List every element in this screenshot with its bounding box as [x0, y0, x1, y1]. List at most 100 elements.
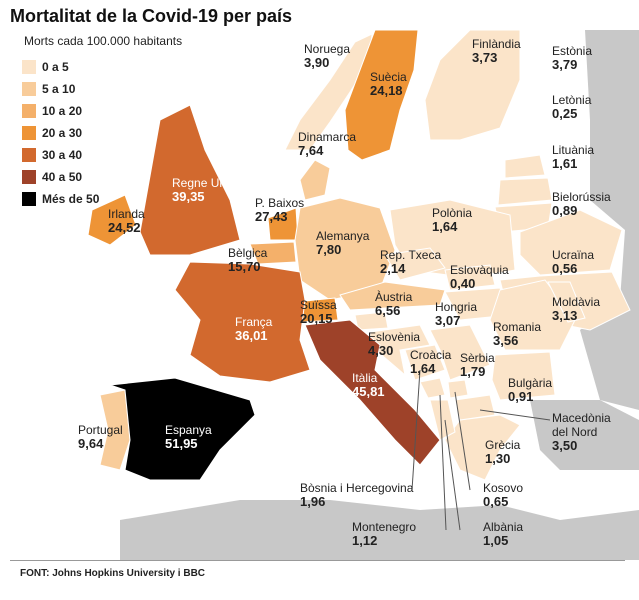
legend: 0 a 5 5 a 10 10 a 20 20 a 30 30 a 40 40 a 50 M…: [22, 56, 99, 210]
country-value: 1,05: [483, 533, 509, 548]
country-name: Grècia: [485, 438, 521, 452]
legend-swatch: [22, 82, 36, 96]
country-value: 36,01: [235, 328, 268, 343]
country-name: Espanya: [165, 423, 212, 437]
country-value: 0,40: [450, 276, 476, 291]
country: [139, 104, 241, 256]
country: [447, 379, 469, 399]
country-label: Noruega 3,90: [304, 42, 350, 70]
country-label: Rep. Txeca 2,14: [380, 248, 441, 276]
legend-entry: 5 a 10: [22, 78, 99, 100]
legend-label: 20 a 30: [42, 126, 83, 140]
country: [404, 344, 446, 381]
country-label: França 36,01: [235, 315, 272, 343]
country: [249, 241, 297, 265]
country-value: 1,30: [485, 451, 511, 466]
country-name: Ucraïna: [552, 248, 595, 262]
country-name: Sèrbia: [460, 351, 495, 365]
country: [454, 394, 496, 421]
country-name: Bielorússia: [552, 190, 611, 204]
country-value: 0,91: [508, 389, 534, 404]
country-label: Ucraïna 0,56: [552, 248, 594, 276]
country-value: 1,12: [352, 533, 378, 548]
country-label: Itàlia 45,81: [352, 371, 385, 399]
country-label: Moldàvia 3,13: [552, 295, 600, 323]
country: [444, 264, 496, 291]
leader-line: [454, 391, 471, 491]
country-name: Moldàvia: [552, 295, 601, 309]
country: [429, 324, 491, 381]
country-name: Noruega: [304, 42, 351, 56]
country-value: 1,96: [300, 494, 326, 509]
country-label: Eslovàquia 0,40: [450, 263, 509, 291]
country: [384, 247, 446, 281]
country-value: 3,73: [472, 50, 498, 65]
country-name: Rep. Txeca: [380, 248, 442, 262]
country-name: Alemanya: [316, 229, 370, 243]
country-name: Bèlgica: [228, 246, 268, 260]
leader-line: [444, 419, 461, 531]
legend-entry: Més de 50: [22, 188, 99, 210]
country-value: 9,64: [78, 436, 104, 451]
legend-swatch: [22, 192, 36, 206]
country-name: Bòsnia i Hercegovina: [300, 481, 414, 495]
country-label: Letònia 0,25: [552, 93, 591, 121]
country-value: 7,64: [298, 143, 324, 158]
country-value: 24,52: [108, 220, 141, 235]
country-label: P. Baixos 27,43: [255, 196, 304, 224]
country-name: Irlanda: [108, 207, 145, 221]
country: [419, 377, 446, 399]
country-name: França: [235, 315, 273, 329]
leader-line: [439, 394, 447, 531]
country-label: Estònia 3,79: [552, 44, 592, 72]
country-label: Alemanya 7,80: [316, 229, 369, 257]
country-value: 0,65: [483, 494, 509, 509]
country: [547, 281, 586, 323]
legend-swatch: [22, 126, 36, 140]
country: [109, 377, 256, 481]
country-label: Suïssa 20,15: [300, 298, 337, 326]
country-value: 1,61: [552, 156, 578, 171]
country-label: Bulgària 0,91: [508, 376, 552, 404]
country-value: 3,50: [552, 438, 578, 453]
leader-line: [411, 369, 421, 491]
legend-label: Més de 50: [42, 192, 100, 206]
country-name: Regne Unit: [172, 176, 233, 190]
other-land: [120, 500, 639, 560]
country-label: Bòsnia i Hercegovina 1,96: [300, 481, 413, 509]
country-label: Macedònia del Nord 3,50: [552, 411, 630, 453]
country-name: Suècia: [370, 70, 407, 84]
country-value: 3,90: [304, 55, 330, 70]
country-label: Croàcia 1,64: [410, 348, 451, 376]
country-name: Montenegro: [352, 520, 417, 534]
country-label: Espanya 51,95: [165, 423, 212, 451]
country-name: Polònia: [432, 206, 473, 220]
legend-swatch: [22, 170, 36, 184]
country-label: Romania 3,56: [493, 320, 541, 348]
legend-label: 0 a 5: [42, 60, 69, 74]
legend-entry: 40 a 50: [22, 166, 99, 188]
country-value: 20,15: [300, 311, 333, 326]
source: FONT: Johns Hopkins University i BBC: [20, 568, 206, 579]
country-value: 1,64: [432, 219, 458, 234]
country-label: Regne Unit 39,35: [172, 176, 232, 204]
country-value: 51,95: [165, 436, 198, 451]
country-label: Sèrbia 1,79: [460, 351, 495, 379]
country-name: Eslovènia: [368, 330, 421, 344]
country-name: Estònia: [552, 44, 593, 58]
country-name: Kosovo: [483, 481, 524, 495]
other-land: [530, 400, 639, 470]
country-value: 3,13: [552, 308, 578, 323]
country: [497, 177, 553, 206]
country-name: Bulgària: [508, 376, 553, 390]
country-label: Finlàndia 3,73: [472, 37, 521, 65]
country: [299, 159, 331, 201]
country-label: Montenegro 1,12: [352, 520, 416, 548]
country-value: 4,30: [368, 343, 394, 358]
country-value: 1,64: [410, 361, 436, 376]
legend-swatch: [22, 148, 36, 162]
country-value: 0,89: [552, 203, 578, 218]
country-name: Portugal: [78, 423, 123, 437]
country: [491, 351, 556, 401]
